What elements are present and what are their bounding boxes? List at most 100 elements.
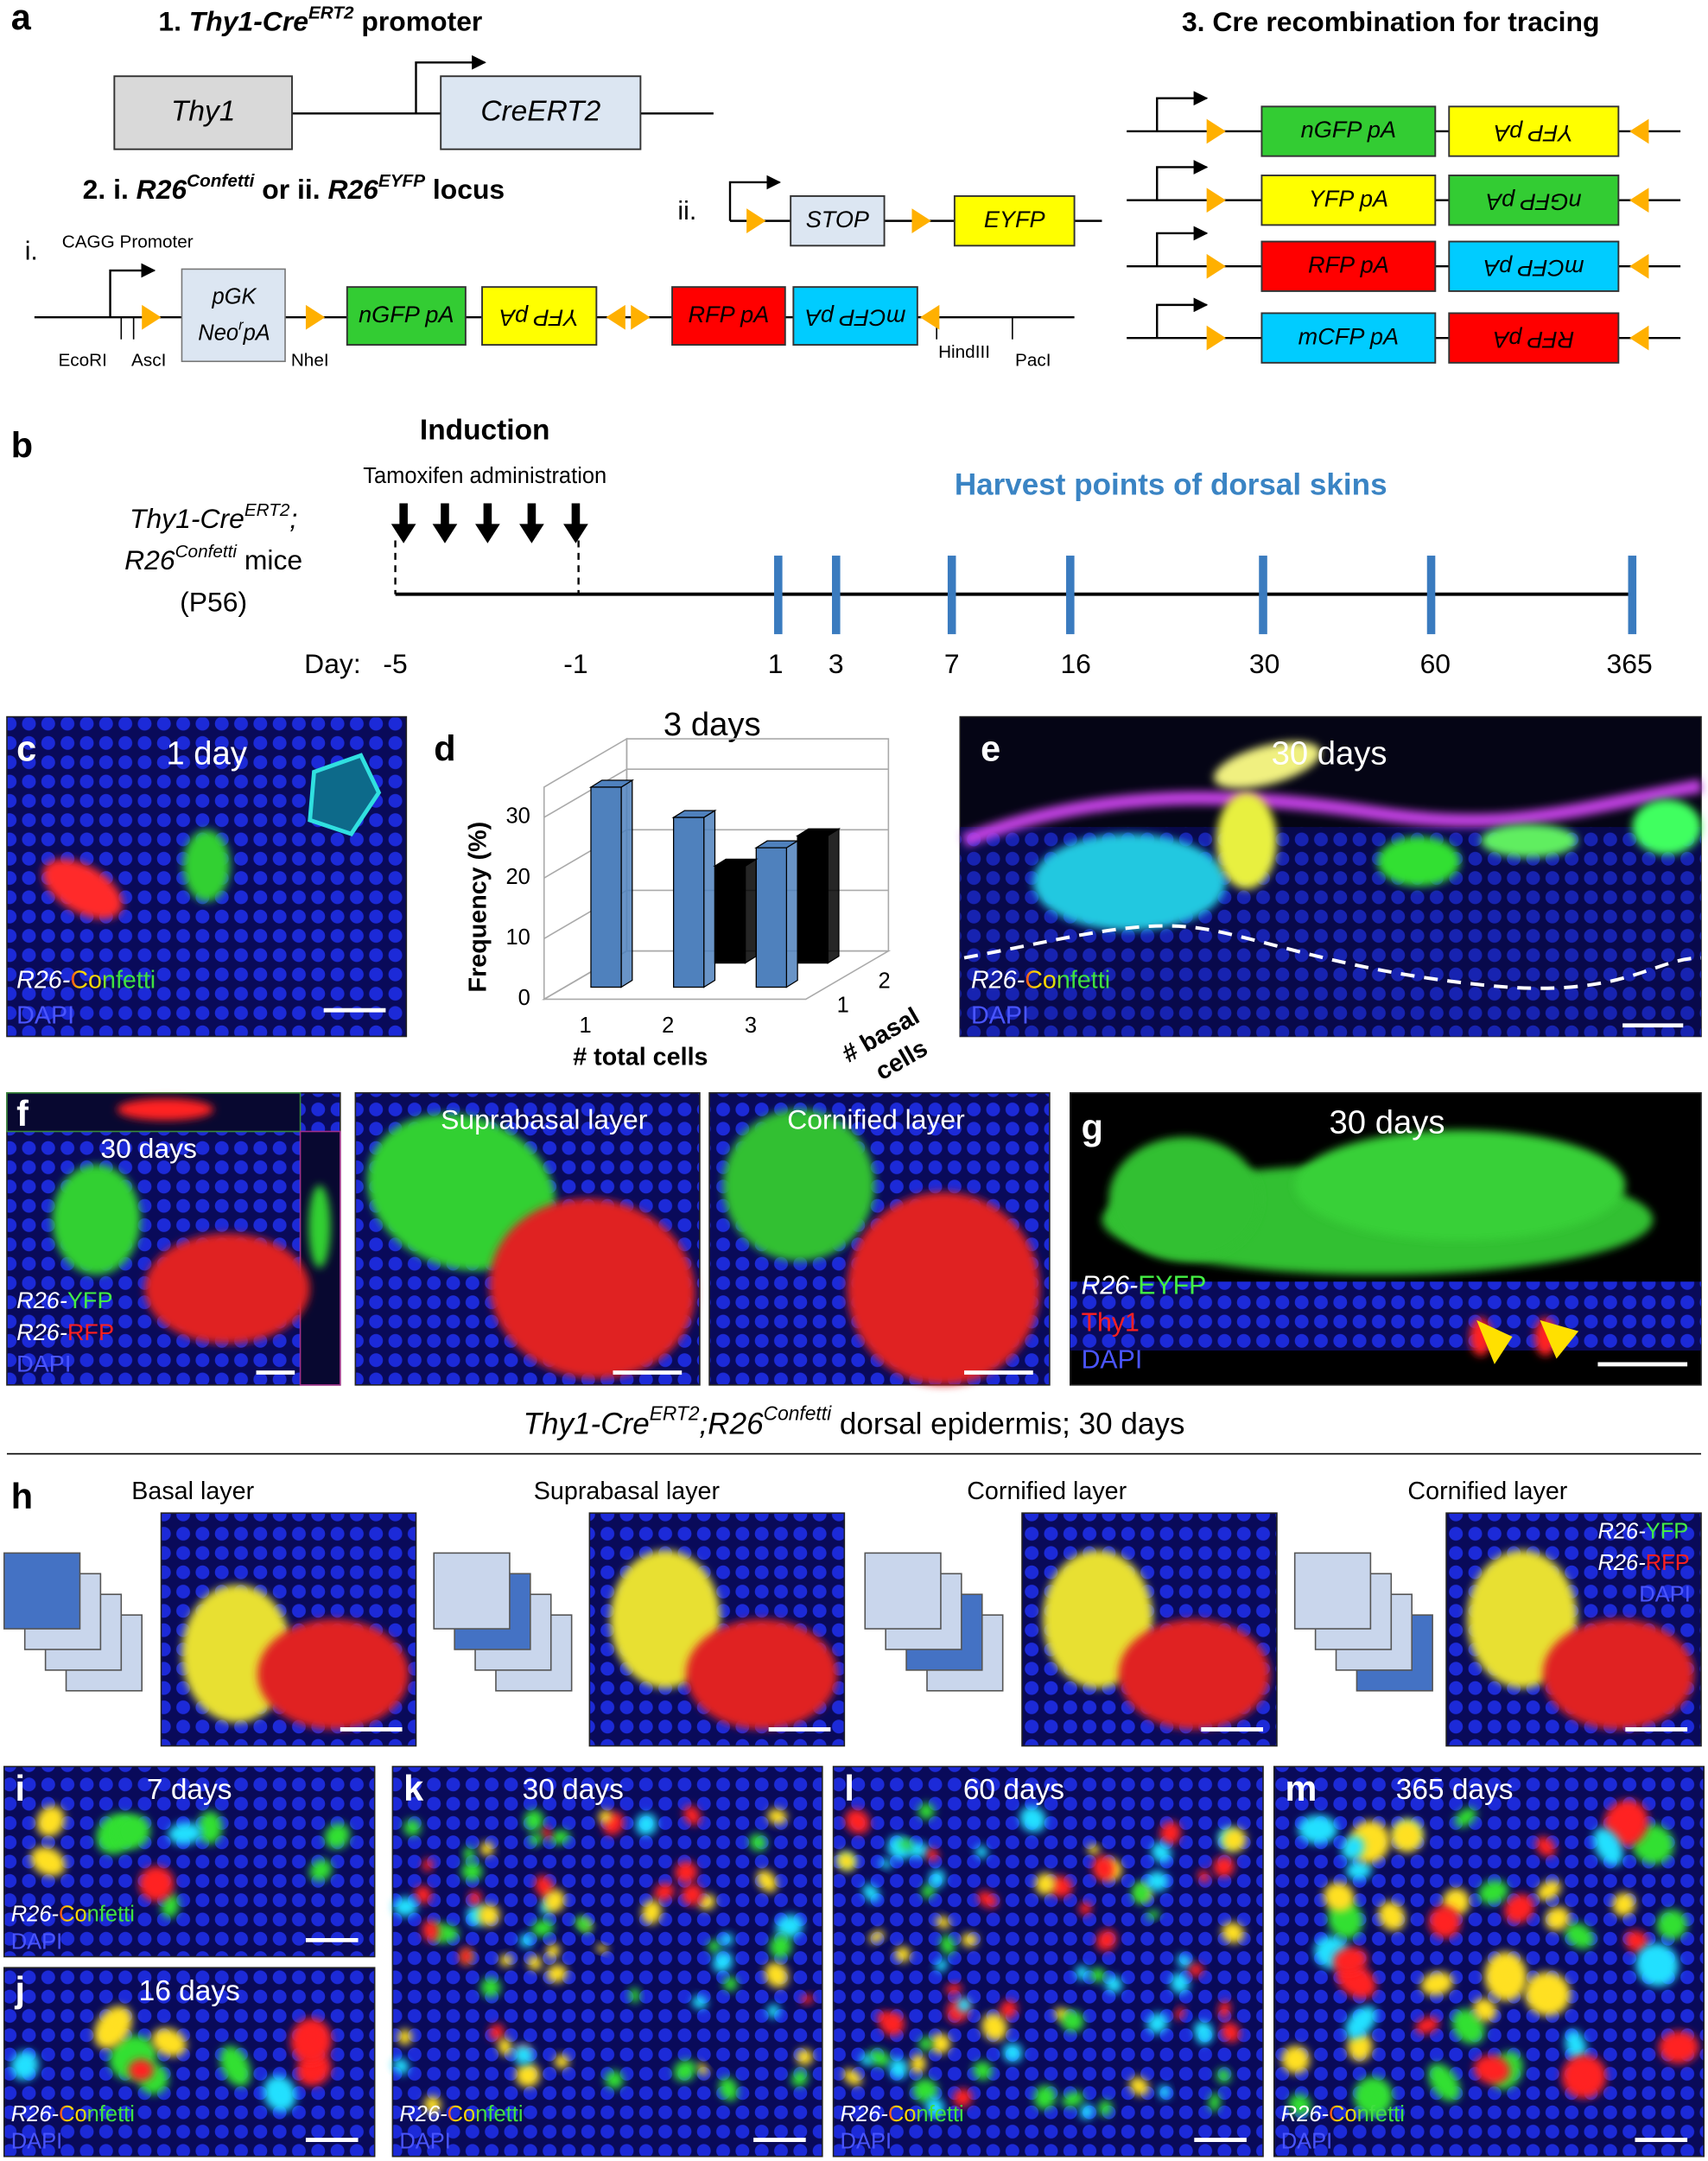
cell-signal bbox=[1019, 1806, 1046, 1833]
promoter-arrow bbox=[1156, 226, 1209, 267]
y-tick-label: 0 bbox=[518, 986, 530, 1010]
cell-signal bbox=[1092, 1855, 1115, 1882]
basal-layer bbox=[1070, 1281, 1702, 1351]
cassette-box bbox=[1448, 240, 1620, 292]
caption-part: ERT2 bbox=[650, 1402, 700, 1425]
legend-label-part: RFP bbox=[1646, 1551, 1690, 1575]
loxp-site bbox=[1206, 118, 1226, 144]
cell-signal bbox=[674, 1861, 698, 1884]
x-tick-label: 3 bbox=[745, 1014, 757, 1038]
legend-label: DAPI bbox=[16, 1002, 74, 1030]
legend-label: R26-Confetti bbox=[399, 2102, 523, 2126]
step-title: 3. Cre recombination for tracing bbox=[1182, 6, 1600, 37]
cell-signal bbox=[1197, 1870, 1210, 1884]
panel-label: i bbox=[16, 1768, 26, 1808]
cell-signal bbox=[1415, 2016, 1439, 2035]
legend-label: DAPI bbox=[1281, 2129, 1333, 2153]
cell-signal bbox=[489, 2024, 505, 2041]
mouse-line-part: R26 bbox=[124, 544, 175, 575]
loxp-site bbox=[911, 208, 931, 233]
cell-signal bbox=[1341, 1835, 1365, 1860]
x-tick-label: 1 bbox=[580, 1014, 592, 1038]
cell-signal bbox=[498, 2037, 512, 2056]
cell-signal bbox=[1159, 1821, 1181, 1846]
cell-signal bbox=[1593, 1827, 1623, 1865]
legend-label: DAPI bbox=[11, 1929, 63, 1954]
cell-signal bbox=[1473, 2055, 1510, 2085]
cell-signal bbox=[1377, 836, 1461, 887]
cell-signal bbox=[1079, 1902, 1092, 1916]
harvest-tick bbox=[1259, 556, 1267, 634]
cassette-box bbox=[792, 286, 918, 346]
cell-signal bbox=[956, 1998, 971, 2012]
cell-signal bbox=[1062, 2091, 1084, 2108]
promoter-arrow bbox=[415, 54, 486, 114]
loxp-site bbox=[1206, 253, 1226, 279]
mouse-line-part: ; bbox=[289, 504, 297, 535]
day-tick-label: -1 bbox=[563, 648, 587, 679]
cell-signal bbox=[1524, 1972, 1571, 2016]
cell-signal bbox=[1089, 1967, 1106, 1983]
cassette-box bbox=[1448, 175, 1620, 226]
legend-label-part: R26- bbox=[1082, 1272, 1139, 1300]
cell-signal bbox=[1146, 1871, 1169, 1891]
cell-signal bbox=[1535, 1836, 1556, 1858]
cell-signal bbox=[867, 2050, 892, 2067]
cell-signal bbox=[1218, 2000, 1231, 2019]
restriction-site: PacI bbox=[1015, 351, 1051, 371]
cell-signal bbox=[1354, 2076, 1394, 2116]
cell-signal bbox=[696, 2062, 708, 2075]
mouse-line-part: Confetti bbox=[175, 542, 238, 562]
step-title: 2. i. R26Confetti or ii. R26EYFP locus bbox=[83, 171, 505, 205]
legend-label: DAPI bbox=[399, 2129, 451, 2153]
cell-signal bbox=[635, 1813, 657, 1836]
cell-signal bbox=[219, 2045, 251, 2087]
caption-part: ;R26 bbox=[700, 1408, 765, 1441]
legend-label-part: Confetti bbox=[448, 2102, 524, 2126]
cell-signal bbox=[1632, 799, 1702, 855]
cell-signal bbox=[930, 2033, 951, 2054]
cell-signal bbox=[151, 2028, 187, 2057]
loxp-site bbox=[631, 304, 651, 330]
legend-label-part: Confetti bbox=[888, 2102, 964, 2126]
panel-label: g bbox=[1082, 1107, 1103, 1147]
cell-signal bbox=[935, 1958, 948, 1972]
dose-arrow bbox=[563, 503, 588, 543]
cell-signal bbox=[912, 2078, 938, 2103]
cell-signal bbox=[546, 1943, 560, 1960]
day-tick-label: -5 bbox=[383, 648, 407, 679]
cell-signal bbox=[1035, 1872, 1056, 1895]
cell-signal bbox=[1484, 1951, 1527, 2001]
cell-signal bbox=[888, 2057, 908, 2079]
legend-label-part: R26- bbox=[11, 2102, 59, 2126]
legend-label-part: YFP bbox=[1646, 1519, 1689, 1543]
loxp-site bbox=[1629, 253, 1649, 279]
cell-signal bbox=[161, 1893, 180, 1918]
loxp-site bbox=[1206, 325, 1226, 351]
loxp-site bbox=[606, 304, 625, 330]
cell-signal bbox=[1146, 1910, 1160, 1920]
cassette-box bbox=[481, 286, 598, 346]
neo-label-part: r bbox=[238, 316, 244, 333]
cell-signal bbox=[749, 1834, 767, 1852]
cell-signal bbox=[42, 859, 123, 919]
cell-signal bbox=[367, 1113, 556, 1271]
cell-signal bbox=[1288, 2094, 1311, 2116]
cell-signal bbox=[1451, 2009, 1485, 2044]
promoter-arrow bbox=[1156, 297, 1209, 339]
cell-signal bbox=[911, 2054, 926, 2074]
cell-signal bbox=[653, 1883, 675, 1901]
legend-label: DAPI bbox=[971, 1002, 1029, 1030]
cell-signal bbox=[1131, 1882, 1151, 1904]
cell-signal bbox=[767, 1808, 787, 1825]
cell-signal bbox=[1104, 1975, 1122, 1993]
promoter-arrow bbox=[1156, 91, 1209, 131]
day-tick-label: 3 bbox=[829, 648, 844, 679]
cell-signal bbox=[529, 1833, 543, 1846]
cassette-label: mCFP pA bbox=[1298, 322, 1399, 349]
legend-label: R26-Confetti bbox=[11, 2102, 135, 2126]
cell-signal bbox=[1332, 1947, 1368, 1974]
legend-label: R26-Confetti bbox=[16, 966, 156, 994]
harvest-tick bbox=[831, 556, 841, 634]
